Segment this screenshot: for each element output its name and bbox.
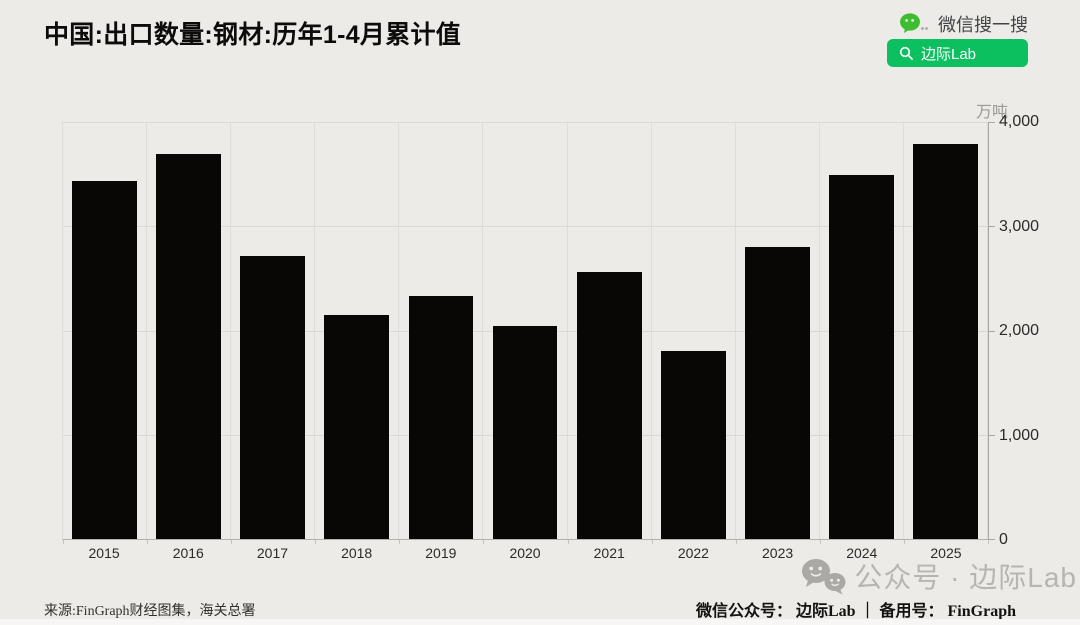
chart-column-2021 — [568, 122, 652, 539]
bar-chart-plot-area — [62, 122, 995, 544]
bar-2022 — [660, 350, 726, 539]
x-axis-label-2015: 2015 — [88, 545, 120, 561]
x-tick-mark — [735, 540, 737, 544]
x-axis-label-2020: 2020 — [509, 545, 541, 561]
chart-column-2017 — [231, 122, 316, 539]
y-axis-label-3000: 3,000 — [999, 217, 1040, 235]
x-axis-labels: 2015 2016 2017 2018 2019 2020 2021 2022 2023 2024… — [62, 545, 988, 561]
bar-2021 — [576, 272, 642, 539]
wechat-watermark-icon — [799, 557, 847, 595]
source-note: 来源:FinGraph财经图集，海关总署 — [44, 604, 256, 619]
footer-accounts: 微信公众号： 边际Lab ｜ 备用号： FinGraph — [695, 603, 1016, 620]
x-axis-label-2021: 2021 — [593, 545, 625, 561]
x-tick-mark — [651, 540, 653, 544]
y-tick-mark — [988, 330, 995, 332]
chart-column-2019 — [399, 122, 484, 539]
bar-2024 — [828, 175, 894, 539]
y-axis-label-1000: 1,000 — [999, 426, 1040, 444]
x-tick-mark — [147, 540, 149, 544]
bottom-strip — [0, 619, 1080, 625]
x-tick-mark — [399, 540, 401, 544]
chart-column-2025 — [904, 122, 989, 539]
x-axis-label-2019: 2019 — [425, 545, 457, 561]
bar-2016 — [156, 154, 222, 539]
y-tick-mark — [988, 539, 995, 540]
search-icon — [899, 46, 913, 60]
watermark-label: 公众号 · 边际Lab — [854, 562, 1077, 593]
bar-2017 — [240, 255, 306, 539]
bar-2020 — [492, 325, 558, 539]
gridline-h — [63, 226, 988, 228]
x-axis-label-2022: 2022 — [677, 545, 709, 561]
x-tick-mark — [903, 540, 905, 544]
x-axis-label-2023: 2023 — [762, 545, 794, 561]
page-title: 中国:出口数量:钢材:历年1-4月累计值 — [44, 21, 462, 49]
x-tick-mark — [819, 540, 821, 544]
x-tick-mark — [315, 540, 317, 544]
x-axis-label-2016: 2016 — [172, 545, 204, 561]
y-axis-label-2000: 2,000 — [999, 322, 1040, 339]
y-axis-labels: 4,000 3,000 2,000 1,000 0 — [999, 113, 1069, 548]
wechat-account-label: 边际Lab — [921, 45, 977, 63]
x-axis-label-2024: 2024 — [846, 545, 878, 561]
wechat-account-button[interactable]: 边际Lab — [887, 39, 1028, 67]
bar-2025 — [913, 143, 978, 539]
wechat-logo-icon — [899, 12, 929, 36]
bar-2019 — [408, 296, 474, 539]
y-axis-label-0: 0 — [999, 531, 1008, 548]
x-axis-label-2017: 2017 — [256, 545, 289, 561]
chart-column-2020 — [483, 122, 568, 539]
y-tick-mark — [988, 122, 995, 123]
x-axis-label-2018: 2018 — [341, 545, 373, 561]
y-tick-mark — [988, 434, 995, 436]
y-axis-unit: 万吨 — [975, 104, 1008, 121]
x-tick-mark — [63, 540, 64, 544]
x-tick-mark — [567, 540, 569, 544]
bar-2023 — [744, 247, 810, 539]
y-tick-mark — [988, 226, 995, 228]
bar-2018 — [324, 314, 390, 539]
wechat-search-row: 微信搜一搜 — [899, 11, 1028, 37]
chart-column-2015 — [63, 122, 148, 539]
chart-column-2016 — [147, 122, 232, 539]
bar-2015 — [72, 181, 137, 539]
chart-column-2024 — [820, 122, 904, 539]
x-tick-mark — [483, 540, 485, 544]
x-axis-label-2025: 2025 — [930, 545, 962, 561]
wechat-search-label: 微信搜一搜 — [938, 15, 1028, 35]
x-tick-mark — [988, 540, 989, 544]
chart-column-2018 — [315, 122, 400, 539]
watermark: 公众号 · 边际Lab — [799, 556, 1077, 596]
x-tick-mark — [231, 540, 233, 544]
gridline-h — [63, 122, 988, 123]
y-axis-label-4000: 4,000 — [999, 113, 1040, 130]
chart-column-2023 — [736, 122, 820, 539]
